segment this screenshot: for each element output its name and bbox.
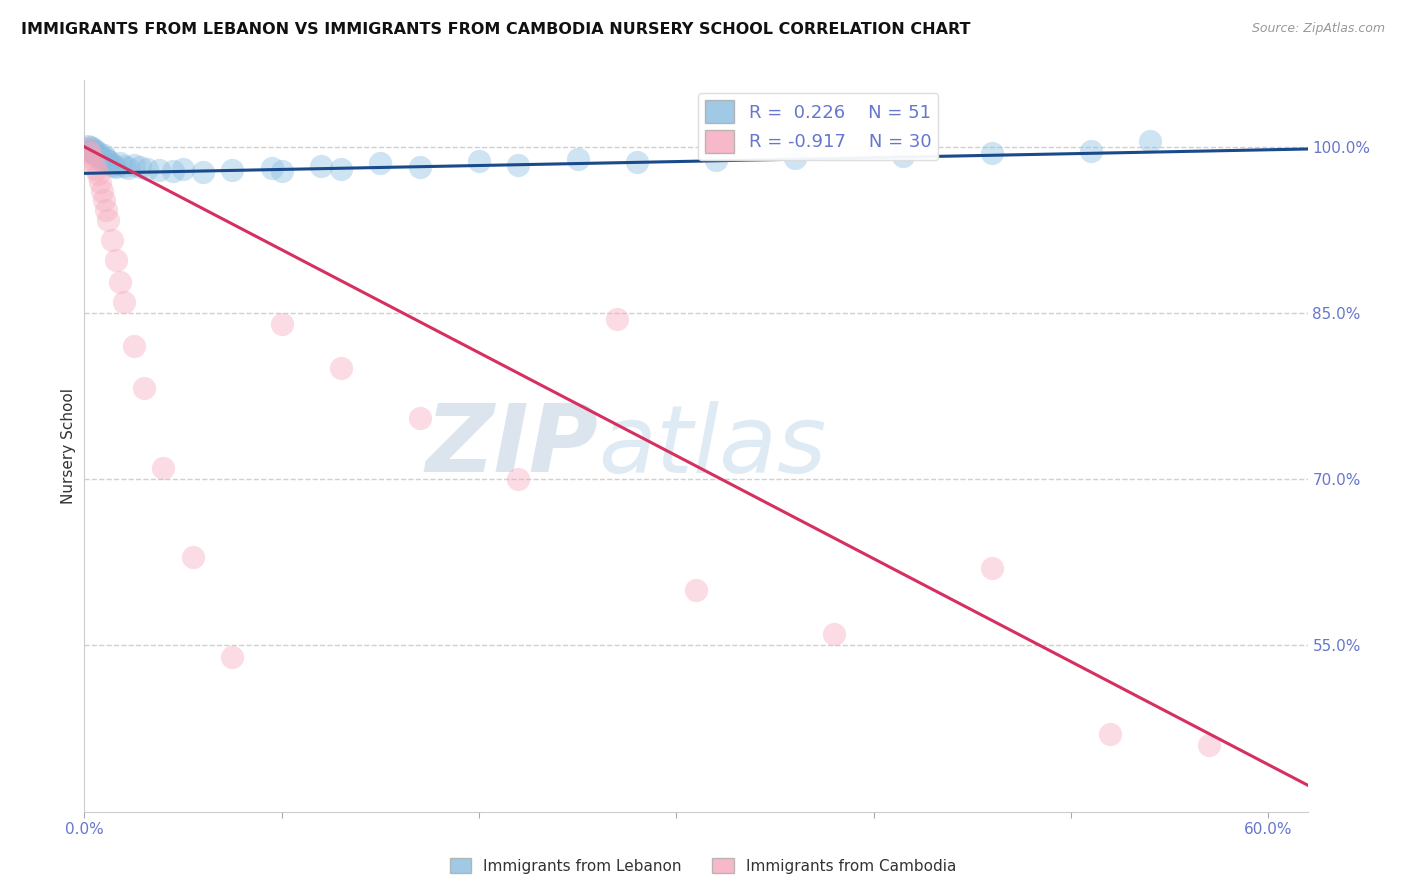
Point: [221, 163, 243, 178]
Point: [77, 142, 100, 156]
Point: [1080, 145, 1102, 159]
Point: [172, 161, 194, 176]
Point: [79, 143, 101, 157]
Point: [91, 153, 114, 167]
Point: [980, 561, 1002, 575]
Point: [270, 317, 292, 331]
Point: [221, 649, 243, 664]
Point: [77, 142, 100, 156]
Point: [148, 163, 170, 178]
Point: [93, 147, 115, 161]
Point: [83, 146, 105, 161]
Point: [783, 151, 806, 165]
Text: Source: ZipAtlas.com: Source: ZipAtlas.com: [1251, 22, 1385, 36]
Point: [82, 145, 104, 159]
Point: [91, 184, 114, 198]
Y-axis label: Nursery School: Nursery School: [60, 388, 76, 504]
Point: [1198, 738, 1220, 752]
Point: [122, 157, 145, 171]
Point: [84, 161, 107, 176]
Point: [101, 157, 124, 171]
Point: [368, 156, 391, 170]
Point: [87, 146, 110, 161]
Point: [823, 627, 845, 641]
Point: [191, 165, 214, 179]
Point: [329, 161, 352, 176]
Point: [89, 152, 111, 166]
Point: [93, 193, 115, 207]
Point: [84, 147, 107, 161]
Point: [82, 151, 104, 165]
Point: [162, 164, 184, 178]
Point: [468, 154, 491, 169]
Point: [101, 233, 124, 247]
Text: ZIP: ZIP: [425, 400, 598, 492]
Point: [128, 160, 150, 174]
Point: [112, 294, 135, 309]
Point: [409, 160, 432, 174]
Point: [83, 155, 105, 169]
Point: [309, 159, 332, 173]
Point: [409, 411, 432, 425]
Point: [117, 161, 139, 175]
Point: [97, 154, 120, 169]
Point: [685, 583, 707, 598]
Point: [89, 148, 111, 162]
Point: [567, 152, 589, 166]
Point: [108, 275, 131, 289]
Point: [75, 145, 97, 160]
Point: [181, 549, 204, 564]
Point: [122, 339, 145, 353]
Point: [136, 161, 159, 176]
Point: [98, 155, 121, 169]
Point: [260, 161, 283, 175]
Point: [508, 157, 530, 171]
Point: [508, 472, 530, 486]
Point: [94, 202, 117, 217]
Point: [1139, 134, 1161, 148]
Point: [84, 145, 107, 159]
Point: [704, 153, 727, 167]
Point: [89, 175, 111, 189]
Point: [94, 152, 117, 166]
Point: [270, 164, 292, 178]
Point: [112, 159, 135, 173]
Point: [606, 311, 628, 326]
Point: [79, 146, 101, 161]
Legend: R =  0.226    N = 51, R = -0.917    N = 30: R = 0.226 N = 51, R = -0.917 N = 30: [699, 93, 938, 161]
Point: [77, 138, 100, 153]
Point: [626, 155, 648, 169]
Point: [104, 252, 127, 267]
Text: atlas: atlas: [598, 401, 827, 491]
Point: [980, 146, 1002, 161]
Point: [108, 156, 131, 170]
Point: [93, 151, 115, 165]
Point: [87, 168, 110, 182]
Point: [891, 148, 914, 162]
Point: [329, 361, 352, 376]
Point: [104, 160, 127, 174]
Point: [152, 461, 174, 475]
Text: IMMIGRANTS FROM LEBANON VS IMMIGRANTS FROM CAMBODIA NURSERY SCHOOL CORRELATION C: IMMIGRANTS FROM LEBANON VS IMMIGRANTS FR…: [21, 22, 970, 37]
Point: [132, 381, 155, 395]
Point: [83, 143, 105, 157]
Point: [103, 159, 125, 173]
Point: [79, 140, 101, 154]
Legend: Immigrants from Lebanon, Immigrants from Cambodia: Immigrants from Lebanon, Immigrants from…: [443, 852, 963, 880]
Point: [82, 141, 104, 155]
Point: [1099, 727, 1122, 741]
Point: [87, 150, 110, 164]
Point: [97, 213, 120, 227]
